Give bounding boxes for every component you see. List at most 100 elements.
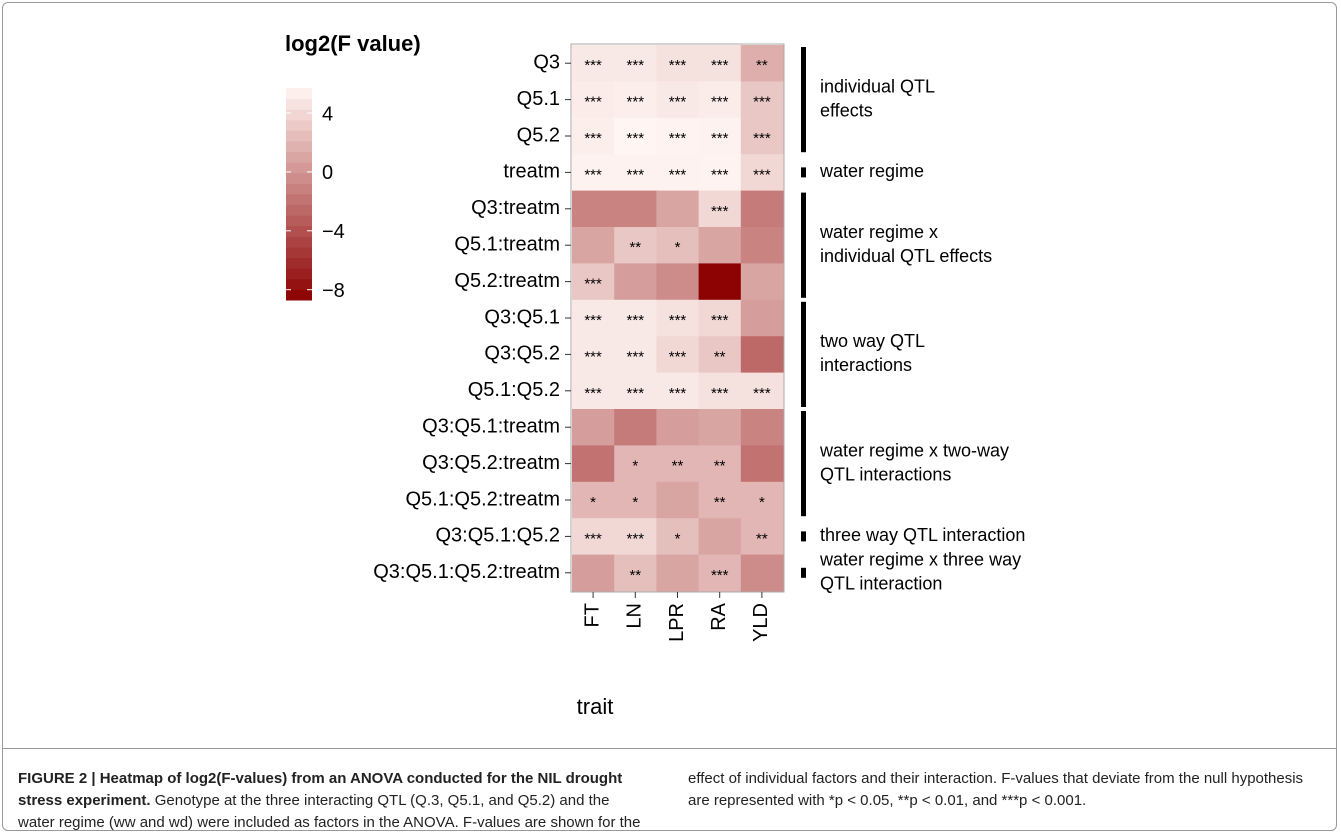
legend-swatch xyxy=(286,130,312,142)
heat-cell xyxy=(572,117,615,155)
significance-label: * xyxy=(632,458,638,475)
significance-label: *** xyxy=(669,166,687,183)
row-label: Q3:Q5.1:Q5.2 xyxy=(435,525,560,547)
row-label: Q5.1 xyxy=(517,88,560,110)
heat-cell xyxy=(572,445,615,483)
heat-cell xyxy=(740,554,784,592)
group-bracket xyxy=(801,567,806,578)
heat-cell xyxy=(740,409,784,446)
significance-label: *** xyxy=(627,166,645,183)
heat-cell xyxy=(614,117,657,155)
heat-cell xyxy=(698,336,742,374)
heat-cell xyxy=(740,299,784,337)
legend-swatch xyxy=(286,236,312,248)
significance-label: *** xyxy=(627,385,645,402)
significance-label: *** xyxy=(669,385,687,402)
significance-label: *** xyxy=(753,385,771,402)
legend-swatch xyxy=(286,172,312,184)
column-label: FT xyxy=(581,603,603,627)
heat-cell xyxy=(572,554,615,592)
heat-cell xyxy=(572,336,615,374)
group-label: water regime x three way xyxy=(819,550,1021,570)
group-label: QTL interactions xyxy=(820,464,951,484)
group-label: individual QTL xyxy=(820,76,935,96)
group-label: interactions xyxy=(820,355,912,375)
heat-cell xyxy=(656,409,700,446)
significance-label: *** xyxy=(711,203,729,220)
heat-cell xyxy=(740,263,784,301)
heat-cell xyxy=(656,45,700,82)
significance-label: *** xyxy=(711,567,729,584)
row-label: Q5.2:treatm xyxy=(454,270,560,292)
heat-cell xyxy=(656,445,700,483)
heat-cell xyxy=(656,518,700,556)
heat-cell xyxy=(656,336,700,374)
significance-label: *** xyxy=(753,166,771,183)
heat-cell xyxy=(572,190,615,228)
heat-cell xyxy=(698,190,742,228)
legend-swatch xyxy=(286,225,312,237)
significance-label: *** xyxy=(711,57,729,74)
heat-cell xyxy=(656,190,700,228)
legend-tick-label: −4 xyxy=(322,221,345,243)
heat-cell xyxy=(698,445,742,483)
heat-cell xyxy=(572,227,615,264)
group-label: water regime x xyxy=(819,222,938,242)
caption-text: Genotype at the three interacting QTL (Q… xyxy=(18,770,1304,831)
legend-swatch xyxy=(286,88,312,100)
heat-cell xyxy=(614,154,657,192)
heat-cell xyxy=(614,336,657,374)
significance-label: *** xyxy=(753,94,771,111)
heat-cell xyxy=(614,299,657,337)
heat-cell xyxy=(698,554,742,592)
row-label: Q3:Q5.1 xyxy=(484,306,560,328)
x-axis-title: trait xyxy=(577,694,614,719)
row-label: treatm xyxy=(503,161,560,183)
heat-cell xyxy=(572,299,615,337)
significance-label: * xyxy=(675,530,681,547)
significance-label: *** xyxy=(584,530,602,547)
group-label: water regime x two-way xyxy=(819,440,1009,460)
significance-label: *** xyxy=(669,57,687,74)
row-label: Q3:Q5.2 xyxy=(484,343,560,365)
legend-swatch xyxy=(286,183,312,195)
legend-swatch xyxy=(286,204,312,216)
heat-cell xyxy=(656,372,700,410)
heat-cell xyxy=(656,117,700,155)
significance-label: *** xyxy=(669,94,687,111)
legend-swatch xyxy=(286,289,312,301)
significance-label: * xyxy=(632,494,638,511)
heat-cell xyxy=(698,409,742,446)
heat-cell xyxy=(656,299,700,337)
significance-label: *** xyxy=(627,57,645,74)
heat-cell xyxy=(614,227,657,264)
heat-cell xyxy=(656,481,700,519)
legend-swatch xyxy=(286,119,312,131)
heat-cell xyxy=(698,372,742,410)
legend-swatch xyxy=(286,278,312,290)
significance-label: ** xyxy=(629,567,641,584)
heat-cell xyxy=(614,45,657,82)
legend-swatch xyxy=(286,151,312,163)
group-label: QTL interaction xyxy=(820,574,942,594)
heat-cell xyxy=(614,372,657,410)
caption-rule xyxy=(2,748,1337,749)
significance-label: ** xyxy=(756,530,768,547)
column-label: YLD xyxy=(750,603,772,642)
row-label: Q3 xyxy=(533,51,560,73)
heat-cell xyxy=(614,81,657,119)
heat-cell xyxy=(614,445,657,483)
heat-cell xyxy=(740,481,784,519)
significance-label: *** xyxy=(753,130,771,147)
significance-label: ** xyxy=(756,57,768,74)
significance-label: *** xyxy=(584,166,602,183)
significance-label: *** xyxy=(584,276,602,293)
significance-label: * xyxy=(590,494,596,511)
heat-cell xyxy=(740,518,784,556)
significance-label: *** xyxy=(584,130,602,147)
group-label: water regime xyxy=(819,161,924,181)
group-bracket xyxy=(801,167,806,178)
heat-cell xyxy=(698,299,742,337)
